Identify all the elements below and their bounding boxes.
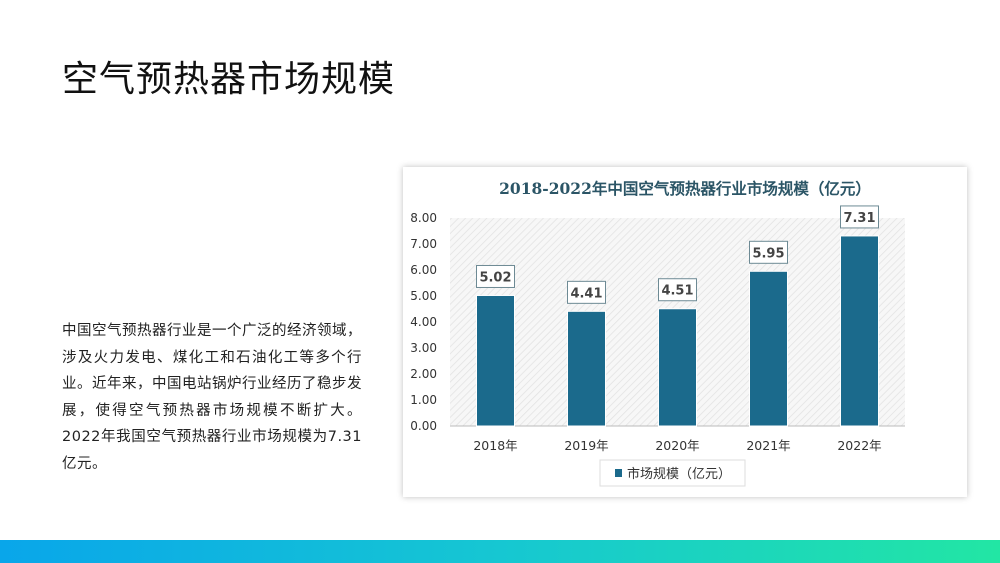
chart-card: 2018-2022年中国空气预热器行业市场规模（亿元） 0.00 1.00 2.00… xyxy=(403,167,967,497)
y-tick-label: 0.00 xyxy=(410,419,437,433)
x-tick-label: 2020年 xyxy=(655,438,699,453)
y-tick-label: 3.00 xyxy=(410,341,437,355)
data-label: 7.31 xyxy=(843,211,875,226)
x-tick-label: 2022年 xyxy=(837,438,881,453)
y-tick-label: 1.00 xyxy=(410,393,437,407)
bar xyxy=(658,308,697,427)
data-label-box xyxy=(658,278,697,302)
y-tick-label: 4.00 xyxy=(410,315,437,329)
body-paragraph: 中国空气预热器行业是一个广泛的经济领域，涉及火力发电、煤化工和石油化工等多个行业… xyxy=(62,323,362,472)
bar xyxy=(567,310,606,427)
y-tick-label: 6.00 xyxy=(410,263,437,277)
footer-gradient-bar xyxy=(0,540,1000,563)
data-label: 5.02 xyxy=(479,270,511,285)
y-tick-label: 5.00 xyxy=(410,289,437,303)
data-label: 4.41 xyxy=(570,286,602,301)
data-label-box xyxy=(840,205,879,229)
x-tick-label: 2021年 xyxy=(746,438,790,453)
y-tick-label: 7.00 xyxy=(410,237,437,251)
legend-label: 市场规模（亿元） xyxy=(627,466,731,482)
data-label-box xyxy=(567,280,606,304)
legend-swatch xyxy=(615,469,622,477)
bar xyxy=(476,294,515,427)
slide-title: 空气预热器市场规模 xyxy=(62,59,396,100)
y-tick-label: 2.00 xyxy=(410,367,437,381)
data-label: 4.51 xyxy=(661,284,693,299)
x-tick-label: 2018年 xyxy=(473,438,517,453)
bar xyxy=(840,235,879,427)
legend: 市场规模（亿元） xyxy=(599,459,746,487)
data-label-box xyxy=(476,264,515,288)
bar-chart: 2018-2022年中国空气预热器行业市场规模（亿元） 0.00 1.00 2.00… xyxy=(410,179,905,487)
data-label: 5.95 xyxy=(752,246,784,261)
x-tick-label: 2019年 xyxy=(564,438,608,453)
chart-title: 2018-2022年中国空气预热器行业市场规模（亿元） xyxy=(499,179,871,198)
bar xyxy=(749,270,788,427)
data-label-box xyxy=(749,240,788,264)
y-tick-label: 8.00 xyxy=(410,211,437,225)
